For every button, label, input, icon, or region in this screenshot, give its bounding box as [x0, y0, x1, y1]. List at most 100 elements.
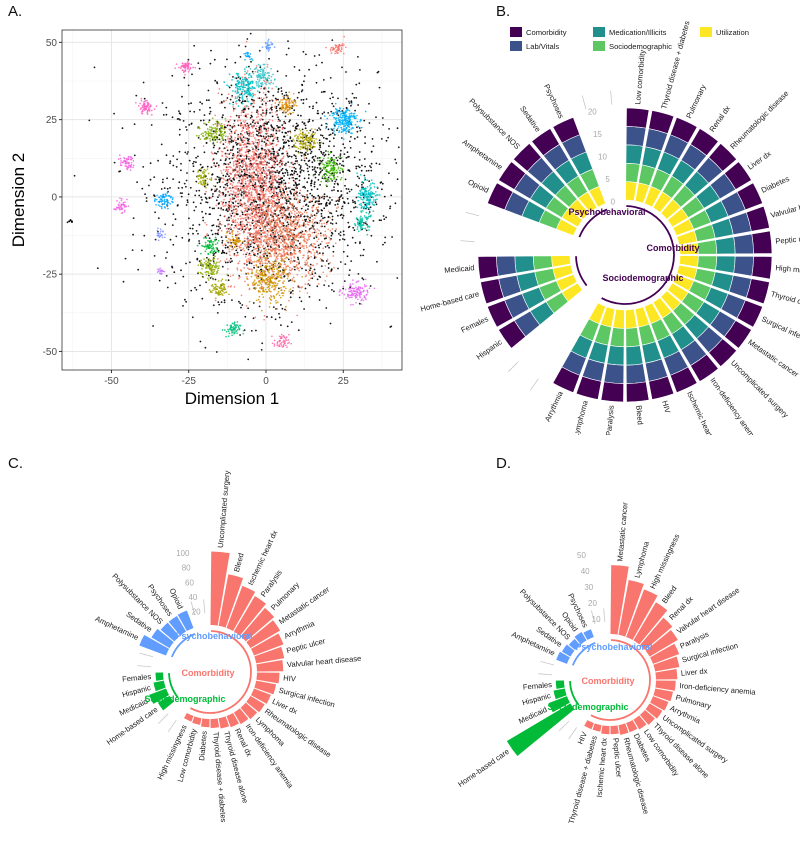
- data-point: [211, 233, 214, 236]
- data-point: [286, 246, 288, 249]
- data-point: [257, 176, 259, 178]
- data-point: [218, 223, 220, 226]
- data-point: [263, 219, 266, 221]
- data-point: [275, 293, 278, 296]
- data-point: [279, 249, 282, 252]
- data-point: [274, 252, 277, 254]
- data-point: [289, 253, 291, 255]
- data-point: [262, 240, 265, 242]
- data-point: [291, 166, 294, 169]
- data-point: [237, 195, 240, 198]
- data-point: [266, 256, 269, 259]
- data-point: [179, 192, 182, 195]
- data-point: [359, 254, 362, 257]
- data-point: [279, 181, 282, 184]
- data-point: [360, 169, 363, 172]
- data-point: [254, 254, 256, 257]
- data-point: [295, 170, 297, 173]
- data-point: [286, 206, 289, 209]
- data-point: [370, 162, 373, 165]
- data-point: [240, 174, 243, 177]
- data-point: [262, 253, 264, 256]
- data-point: [282, 211, 285, 214]
- data-point: [265, 136, 268, 138]
- data-point: [193, 209, 196, 212]
- data-point: [293, 166, 296, 169]
- data-point: [256, 204, 259, 206]
- data-point: [274, 105, 277, 108]
- data-point: [208, 197, 211, 200]
- data-point: [260, 233, 263, 236]
- data-point: [275, 176, 278, 179]
- data-point: [261, 287, 264, 290]
- data-point: [295, 157, 297, 160]
- data-point: [243, 231, 245, 234]
- data-point: [363, 222, 365, 224]
- data-point: [353, 200, 356, 203]
- data-point: [342, 160, 344, 163]
- data-point: [252, 211, 254, 214]
- data-point: [260, 229, 262, 232]
- data-point: [306, 211, 308, 214]
- data-point: [169, 238, 172, 241]
- data-point: [318, 54, 321, 56]
- data-point: [350, 136, 352, 138]
- data-point: [294, 249, 297, 252]
- data-point: [337, 97, 339, 100]
- data-point: [210, 189, 213, 191]
- data-point: [259, 226, 262, 229]
- data-point: [259, 240, 262, 243]
- data-point: [288, 155, 291, 158]
- data-point: [246, 221, 249, 224]
- data-point: [213, 144, 216, 147]
- data-point: [281, 177, 284, 179]
- data-point: [278, 178, 280, 181]
- data-point: [212, 304, 215, 307]
- data-point: [317, 206, 320, 208]
- data-point: [251, 232, 253, 235]
- data-point: [277, 174, 280, 177]
- data-point: [307, 153, 309, 156]
- data-point: [345, 156, 348, 159]
- data-point: [245, 113, 247, 116]
- data-point: [264, 167, 267, 169]
- data-point: [221, 239, 224, 242]
- data-point: [257, 110, 260, 113]
- data-point: [283, 135, 286, 138]
- data-point: [258, 126, 261, 129]
- data-point: [274, 136, 277, 139]
- data-point: [263, 255, 265, 257]
- data-point: [293, 251, 296, 253]
- data-point: [264, 114, 267, 117]
- data-point: [187, 58, 190, 61]
- data-point: [231, 246, 234, 248]
- data-point: [263, 100, 265, 103]
- data-point: [262, 221, 265, 223]
- data-point: [218, 303, 221, 306]
- data-point: [250, 198, 253, 201]
- data-point: [252, 180, 255, 183]
- data-point: [240, 111, 243, 114]
- data-point: [204, 236, 207, 238]
- data-point: [295, 122, 298, 125]
- data-point: [286, 221, 289, 224]
- data-point: [235, 129, 237, 132]
- data-point: [272, 184, 274, 187]
- data-point: [328, 196, 331, 199]
- data-point: [220, 200, 223, 203]
- data-point: [319, 117, 322, 119]
- data-point: [226, 156, 229, 159]
- data-point: [250, 60, 252, 63]
- data-point: [222, 208, 225, 211]
- data-point: [334, 230, 337, 232]
- data-point: [261, 262, 264, 265]
- data-point: [259, 246, 261, 249]
- data-point: [286, 243, 289, 246]
- data-point: [249, 123, 252, 125]
- data-point: [157, 159, 160, 162]
- data-point: [296, 212, 298, 214]
- data-point: [211, 173, 214, 176]
- data-point: [314, 173, 317, 176]
- data-point: [301, 244, 304, 247]
- data-point: [316, 209, 319, 211]
